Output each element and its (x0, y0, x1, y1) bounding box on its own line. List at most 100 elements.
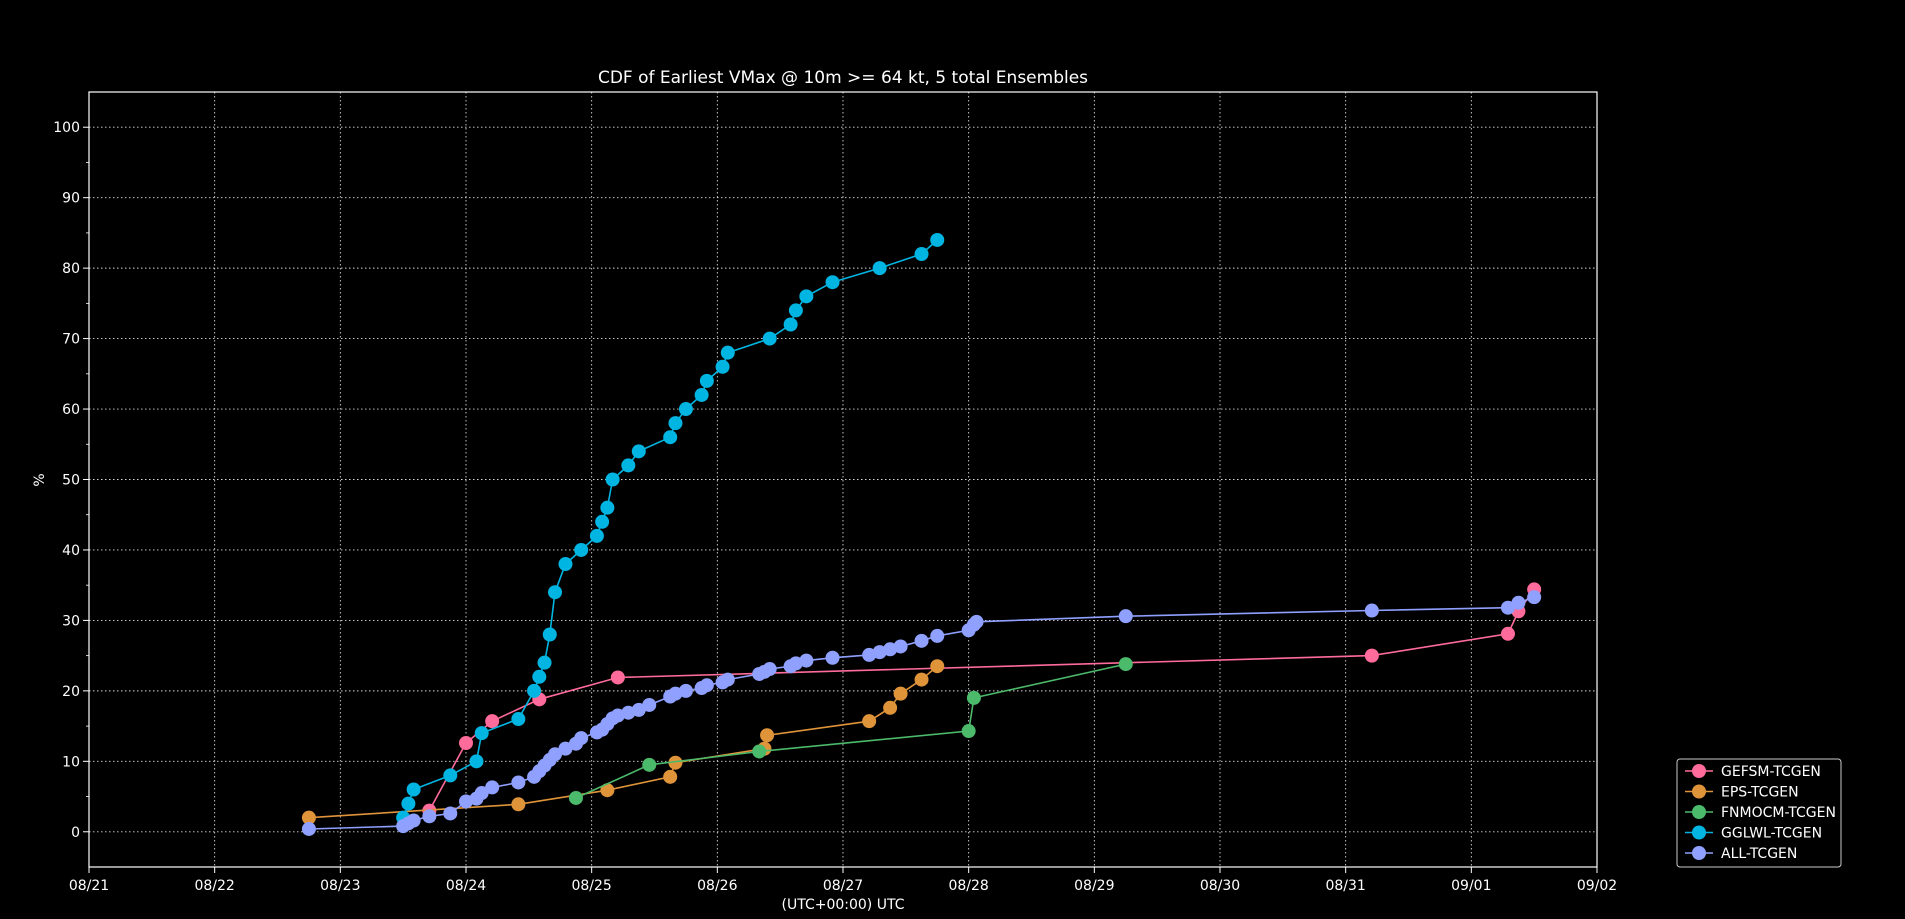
x-tick-label: 08/29 (1074, 878, 1114, 894)
y-tick-label: 30 (62, 613, 80, 629)
data-point (678, 402, 693, 417)
data-point (663, 769, 678, 784)
x-tick-label: 08/31 (1325, 878, 1365, 894)
series-gglwl-tcgen (396, 232, 945, 825)
data-point (930, 232, 945, 247)
data-point (1364, 603, 1379, 618)
data-point (1511, 595, 1526, 610)
legend-item: GEFSM-TCGEN (1685, 764, 1821, 780)
data-point (469, 754, 484, 769)
legend-label: ALL-TCGEN (1721, 846, 1797, 862)
data-point (443, 806, 458, 821)
legend-marker (1692, 805, 1706, 819)
data-point (1527, 590, 1542, 605)
data-point (542, 627, 557, 642)
data-point (406, 782, 421, 797)
data-point (893, 686, 908, 701)
y-tick-label: 60 (62, 402, 80, 418)
data-point (574, 542, 589, 557)
data-point (872, 645, 887, 660)
data-point (788, 656, 803, 671)
data-point (548, 585, 563, 600)
data-point (694, 387, 709, 402)
data-point (762, 662, 777, 677)
legend-item: GGLWL-TCGEN (1685, 825, 1822, 842)
x-tick-label: 08/27 (823, 878, 863, 894)
x-tick-label: 09/02 (1577, 878, 1617, 894)
data-point (568, 790, 583, 805)
legend-marker (1692, 846, 1706, 860)
data-point (595, 514, 610, 529)
data-point (720, 672, 735, 687)
legend-label: FNMOCM-TCGEN (1721, 805, 1836, 821)
x-tick-label: 08/23 (320, 878, 360, 894)
data-point (631, 702, 646, 717)
data-point (301, 810, 316, 825)
y-axis-title: % (32, 473, 48, 486)
data-point (699, 373, 714, 388)
data-point (605, 472, 620, 487)
x-tick-label: 08/22 (194, 878, 234, 894)
data-point (966, 690, 981, 705)
legend: GEFSM-TCGEN EPS-TCGEN FNMOCM-TCGEN GGLWL-TC… (1676, 758, 1842, 868)
data-point (527, 683, 542, 698)
data-point (621, 705, 636, 720)
data-point (969, 614, 984, 629)
x-tick-label: 08/24 (446, 878, 486, 894)
data-point (401, 796, 416, 811)
legend-marker (1692, 764, 1706, 778)
y-tick-label: 90 (62, 191, 80, 207)
legend-box (1676, 758, 1842, 868)
data-point (872, 261, 887, 276)
legend-marker (1692, 825, 1706, 840)
y-tick-label: 50 (62, 473, 80, 489)
data-point (883, 700, 898, 715)
data-point (914, 633, 929, 648)
series (301, 232, 1542, 836)
data-point (1500, 626, 1515, 641)
legend-item: ALL-TCGEN (1685, 846, 1797, 862)
x-tick-label: 09/01 (1451, 878, 1491, 894)
data-point (1364, 648, 1379, 663)
x-tick-label: 08/25 (571, 878, 611, 894)
data-point (548, 747, 563, 762)
data-point (511, 797, 526, 812)
data-point (511, 775, 526, 790)
data-point (610, 670, 625, 685)
data-point (893, 639, 908, 654)
y-tick-label: 10 (62, 754, 80, 770)
data-point (459, 794, 473, 809)
data-point (600, 500, 615, 515)
data-point (511, 712, 526, 727)
data-point (762, 331, 777, 346)
data-point (715, 359, 730, 374)
y-tick-label: 40 (62, 543, 80, 559)
data-point (862, 714, 877, 729)
y-tick-label: 80 (62, 261, 80, 277)
data-point (474, 786, 489, 801)
legend-label: GEFSM-TCGEN (1721, 764, 1821, 780)
data-point (485, 714, 500, 729)
data-point (589, 528, 604, 543)
data-point (574, 731, 589, 746)
data-point (799, 653, 814, 668)
data-point (668, 686, 683, 701)
series-all-tcgen (301, 590, 1542, 836)
x-tick-label: 08/28 (948, 878, 988, 894)
legend-label: EPS-TCGEN (1721, 785, 1799, 801)
y-tick-label: 0 (71, 825, 80, 841)
y-tick-label: 20 (62, 684, 80, 700)
data-point (1500, 600, 1515, 615)
data-point (783, 317, 798, 332)
data-point (558, 557, 573, 572)
x-axis-title: (UTC+00:00) UTC (782, 897, 905, 913)
y-tick-label: 70 (62, 332, 80, 348)
legend-marker (1692, 784, 1706, 799)
x-tick-label: 08/21 (69, 878, 109, 894)
series-line (575, 663, 1126, 799)
data-point (485, 780, 500, 795)
data-point (474, 726, 489, 741)
data-point (799, 289, 814, 304)
data-point (406, 813, 421, 828)
